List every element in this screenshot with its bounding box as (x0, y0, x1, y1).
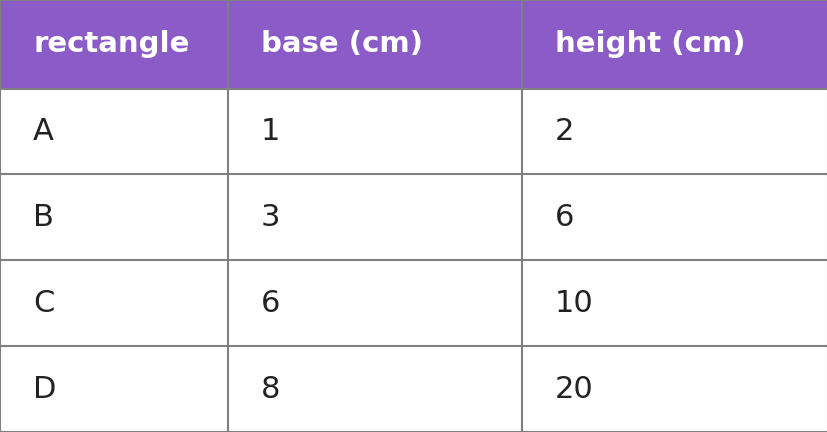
Bar (227, 0, 521, 89)
Text: rectangle: rectangle (33, 30, 189, 58)
Bar (0, 260, 227, 346)
Text: 8: 8 (261, 375, 280, 403)
Bar (521, 0, 827, 89)
Bar (521, 260, 827, 346)
Bar (227, 260, 521, 346)
Bar (0, 346, 227, 432)
Bar (227, 175, 521, 260)
Bar (227, 346, 521, 432)
Text: 6: 6 (554, 203, 573, 232)
Text: B: B (33, 203, 54, 232)
Text: 1: 1 (261, 117, 280, 146)
Text: A: A (33, 117, 54, 146)
Bar (0, 89, 227, 175)
Bar (521, 175, 827, 260)
Bar (521, 89, 827, 175)
Text: base (cm): base (cm) (261, 30, 423, 58)
Text: 20: 20 (554, 375, 593, 403)
Text: 3: 3 (261, 203, 280, 232)
Bar (0, 0, 227, 89)
Text: height (cm): height (cm) (554, 30, 744, 58)
Text: D: D (33, 375, 56, 403)
Text: 6: 6 (261, 289, 280, 318)
Text: 2: 2 (554, 117, 573, 146)
Text: 10: 10 (554, 289, 593, 318)
Text: C: C (33, 289, 55, 318)
Bar (227, 89, 521, 175)
Bar (521, 346, 827, 432)
Bar (0, 175, 227, 260)
